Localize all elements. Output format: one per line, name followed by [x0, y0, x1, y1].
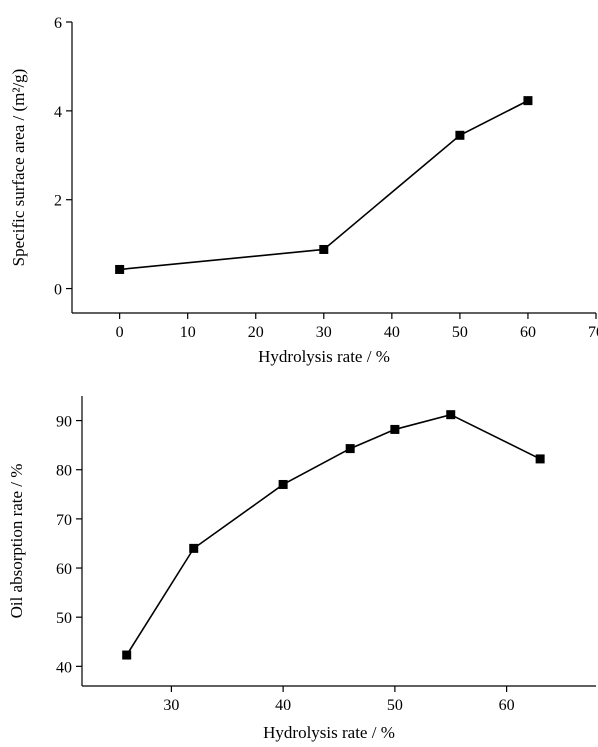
chart-1-data-point [446, 410, 456, 420]
chart-1-data-point [535, 454, 545, 464]
chart-0-x-tick-label: 20 [248, 324, 264, 341]
chart-0-data-point [115, 264, 125, 274]
chart-0-x-tick-label: 40 [384, 324, 400, 341]
chart-1-data-point [189, 543, 199, 553]
chart-0-x-tick-label: 0 [116, 324, 124, 341]
chart-0-x-tick-label: 30 [316, 324, 332, 341]
chart-0-x-tick-label: 70 [588, 324, 598, 341]
chart-1-x-tick-label: 60 [499, 697, 515, 714]
chart-0-data-point [523, 96, 533, 106]
chart-1-x-axis-label: Hydrolysis rate / % [263, 723, 395, 742]
chart-1-series-line [126, 413, 541, 656]
chart-1-y-tick-label: 80 [56, 463, 72, 480]
chart-1-y-axis-label: Oil absorption rate / % [7, 464, 26, 619]
oil-absorption-chart: 30 40 50 60 40 50 60 70 80 90 Hydrolysis rate / % O… [7, 396, 596, 742]
chart-0-x-axis-label: Hydrolysis rate / % [258, 347, 390, 366]
chart-0-series-line [119, 99, 529, 271]
chart-0-y-tick-label: 0 [54, 282, 62, 299]
chart-1-x-tick-label: 30 [163, 697, 179, 714]
chart-1-x-tick-label: 40 [275, 697, 291, 714]
chart-0-data-point [455, 130, 465, 140]
chart-1-y-tick-label: 90 [56, 414, 72, 431]
surface-area-chart: 0 10 20 30 40 50 60 70 0 2 4 6 Hydrolysis rate / % Sp… [9, 15, 598, 366]
chart-1-data-point [278, 479, 288, 489]
chart-0-x-tick-label: 60 [520, 324, 536, 341]
chart-1-data-point [345, 444, 355, 454]
chart-1-y-tick-label: 40 [56, 659, 72, 676]
chart-0-y-axis-label: Specific surface area / (m²/g) [9, 69, 28, 267]
chart-0-x-tick-label: 50 [452, 324, 468, 341]
chart-1-x-tick-label: 50 [387, 697, 403, 714]
chart-0-x-tick-label: 10 [180, 324, 196, 341]
chart-0-y-tick-label: 6 [54, 15, 62, 32]
chart-0-y-tick-label: 2 [54, 193, 62, 210]
chart-0-y-tick-label: 4 [54, 104, 62, 121]
chart-1-data-point [390, 424, 400, 434]
chart-1-y-tick-label: 60 [56, 561, 72, 578]
chart-0-data-point [319, 244, 329, 254]
chart-1-data-point [122, 650, 132, 660]
chart-1-y-tick-label: 50 [56, 610, 72, 627]
chart-1-y-tick-label: 70 [56, 512, 72, 529]
